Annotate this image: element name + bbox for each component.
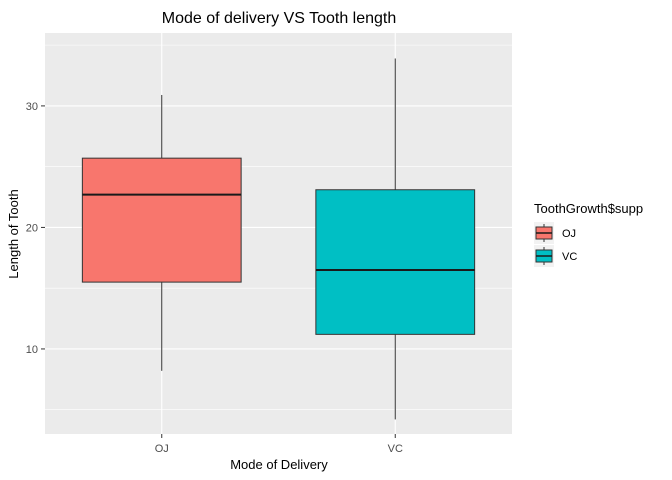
y-axis: 10 20 30 (26, 101, 45, 356)
chart-title: Mode of delivery VS Tooth length (162, 10, 397, 27)
y-tick-label: 30 (26, 101, 38, 113)
box-vc (315, 58, 476, 420)
y-tick-label: 20 (26, 222, 38, 234)
y-tick-label: 10 (26, 344, 38, 356)
legend-entry-vc: VC (534, 245, 577, 267)
x-tick-label: OJ (155, 443, 169, 455)
box-series (81, 58, 476, 420)
legend: ToothGrowth$supp OJ VC (534, 201, 643, 267)
legend-label: OJ (562, 228, 576, 240)
x-tick-label: VC (388, 443, 403, 455)
x-axis: OJ VC (155, 434, 403, 455)
legend-entry-oj: OJ (534, 222, 576, 244)
box-body (81, 157, 242, 283)
box-oj (81, 94, 242, 371)
y-axis-title: Length of Tooth (6, 189, 21, 278)
x-axis-title: Mode of Delivery (230, 457, 328, 472)
box-body (315, 189, 476, 335)
legend-title: ToothGrowth$supp (534, 201, 643, 216)
legend-label: VC (562, 251, 577, 263)
